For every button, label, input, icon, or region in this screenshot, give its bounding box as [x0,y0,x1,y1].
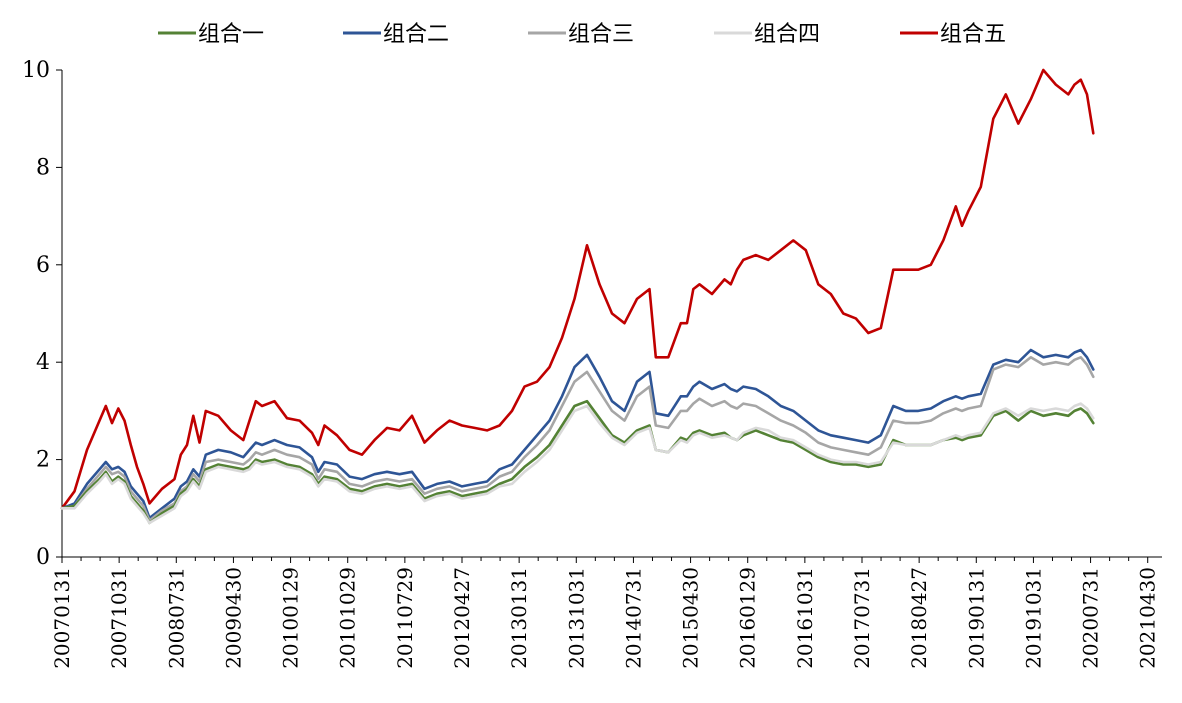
x-tick-label: 20110729 [393,567,417,669]
series-line-组合二 [60,348,1095,520]
series-line-组合一 [60,399,1095,525]
legend-label: 组合二 [383,22,449,47]
x-tick-label: 20190131 [964,567,988,669]
x-tick-label: 20101029 [336,567,360,669]
legend-label: 组合四 [754,22,820,47]
legend-label: 组合五 [940,22,1006,47]
legend: 组合一 组合二 组合三 组合四 组合五 [158,22,1006,47]
series-lines [60,68,1095,525]
legend-label: 组合三 [568,22,634,47]
x-tick-label: 20131031 [564,567,588,669]
y-tick-label: 6 [36,253,50,278]
x-tick-label: 20120427 [450,567,474,669]
series-line-组合四 [60,402,1095,525]
legend-label: 组合一 [198,22,264,47]
x-tick-label: 20160129 [736,567,760,669]
x-tick-label: 20210430 [1136,567,1160,669]
x-tick-label: 20161031 [793,567,817,669]
y-tick-label: 10 [22,58,50,83]
x-tick-label: 20200731 [1079,567,1103,669]
y-tick-label: 0 [36,545,50,570]
series-line-组合五 [60,68,1095,510]
x-tick-label: 20191031 [1021,567,1045,669]
x-tick-label: 20150430 [679,567,703,669]
y-tick-label: 8 [36,155,50,180]
x-tick-label: 20180427 [907,567,931,669]
x-tick-label: 20080731 [164,567,188,669]
x-tick-label: 20100129 [279,567,303,669]
x-tick-label: 20140731 [621,567,645,669]
x-tick-label: 20090430 [221,567,245,669]
x-tick-label: 20071031 [107,567,131,669]
axes: 0 2 4 6 8 10 20070131 20071031 20080731 20090430 2… [22,58,1162,669]
x-tick-label: 20170731 [850,567,874,669]
y-tick-label: 2 [36,448,50,473]
x-tick-label: 20130131 [507,567,531,669]
x-tick-label: 20070131 [50,567,74,669]
y-tick-label: 4 [36,350,50,375]
series-line-组合三 [60,355,1095,522]
